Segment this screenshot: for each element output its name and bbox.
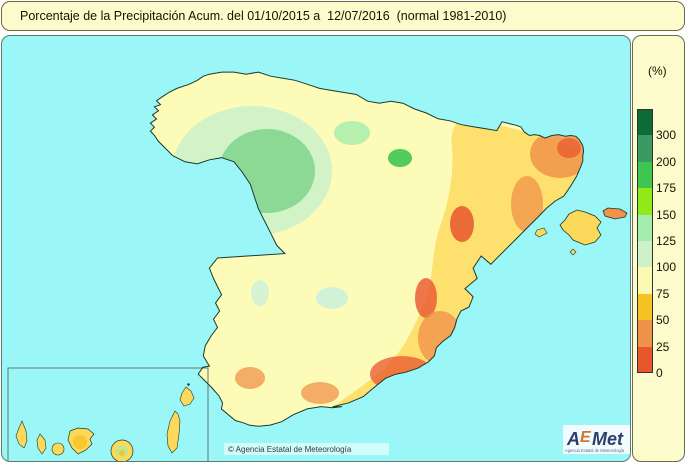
svg-text:Agencia Estatal de Meteorologí: Agencia Estatal de Meteorología <box>565 448 625 453</box>
svg-text:Met: Met <box>592 429 624 449</box>
svg-text:© Agencia Estatal de Meteorolo: © Agencia Estatal de Meteorología <box>228 445 352 454</box>
svg-text:E: E <box>580 429 592 446</box>
svg-text:A: A <box>566 429 580 449</box>
